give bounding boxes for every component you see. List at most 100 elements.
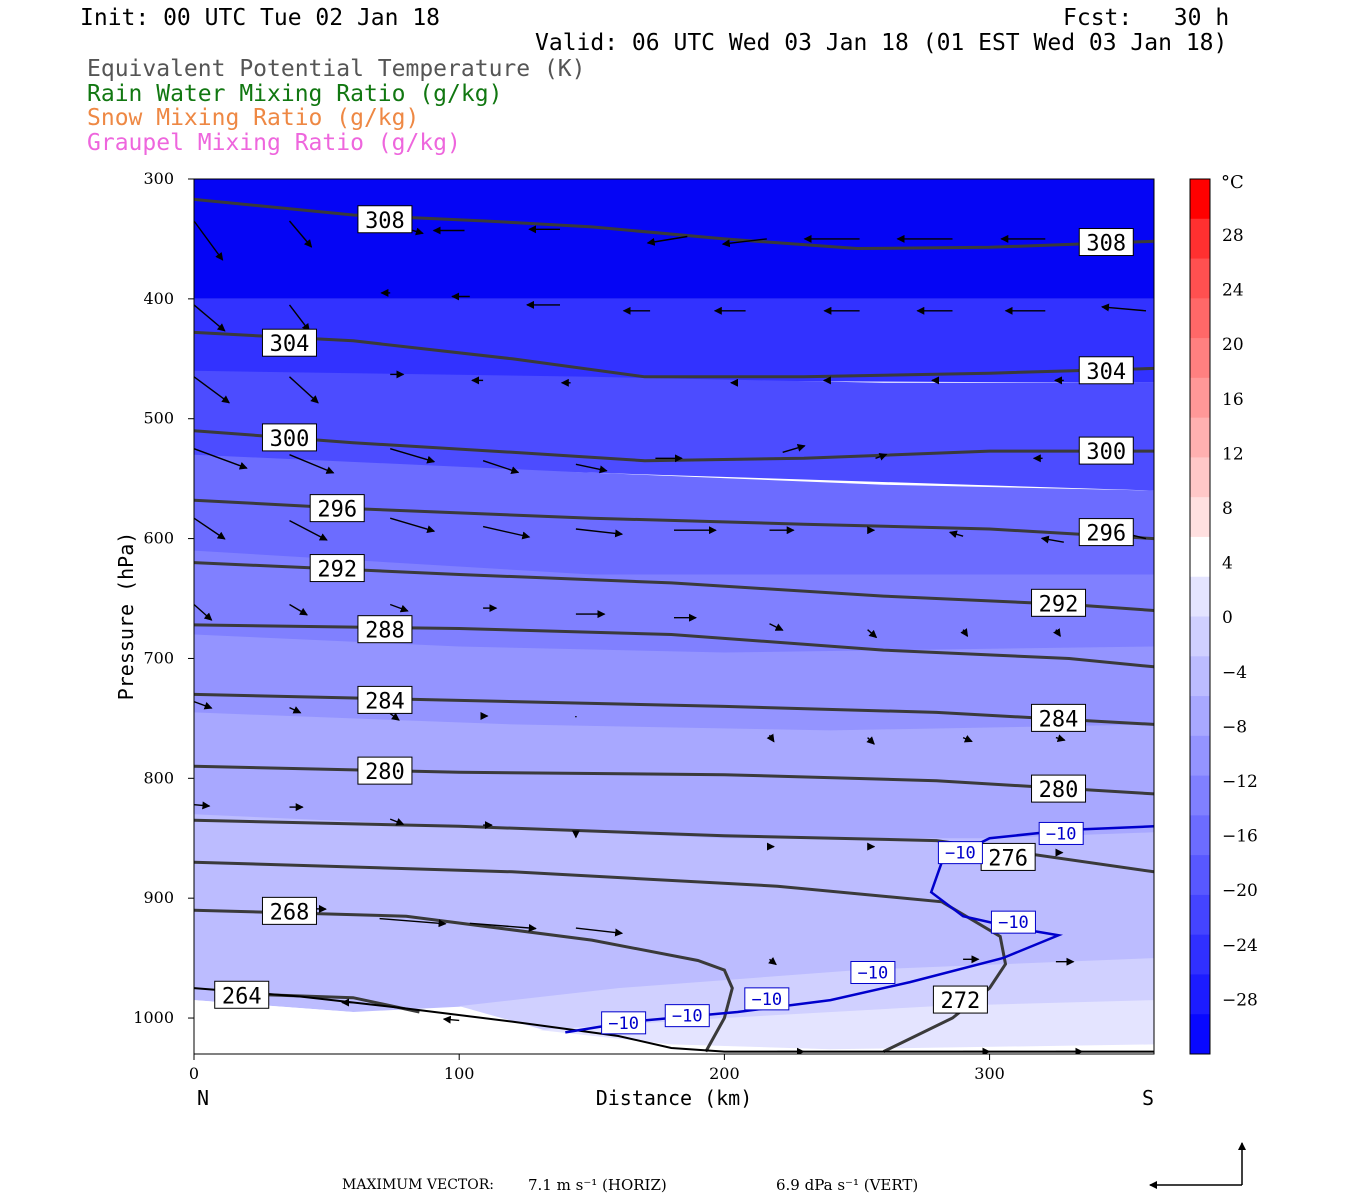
- forecast-hour: Fcst: 30 h: [1063, 5, 1230, 31]
- colorbar-tick-label: 0: [1222, 608, 1233, 628]
- isotherm-label-box: [990, 910, 1036, 934]
- colorbar-swatch: [1190, 775, 1210, 816]
- theta-e-contour: [194, 429, 1154, 463]
- temperature-band: [194, 1000, 1154, 1054]
- y-tick-label: 900: [143, 888, 174, 907]
- wind-vector: [389, 603, 409, 613]
- isotherm-label-box: [664, 1004, 710, 1028]
- isotherm-label-box: [601, 1011, 647, 1035]
- max-vector-vert: 6.9 dPa s⁻¹ (VERT): [776, 1176, 919, 1194]
- colorbar-tick-label: 12: [1222, 444, 1244, 464]
- wind-vector: [194, 517, 226, 540]
- colorbar-tick-label: −24: [1222, 936, 1258, 956]
- colorbar-unit: °C: [1221, 172, 1244, 193]
- legend-theta-e: Equivalent Potential Temperature (K): [87, 56, 586, 82]
- isotherm-label: −10: [945, 844, 976, 864]
- colorbar-tick-label: 16: [1222, 390, 1244, 410]
- theta-e-label: 292: [317, 558, 357, 583]
- wind-vector: [948, 530, 964, 539]
- colorbar-swatch: [1190, 258, 1210, 299]
- x-end-label-right: S: [1142, 1086, 1154, 1110]
- max-vector-horiz: 7.1 m s⁻¹ (HORIZ): [528, 1176, 667, 1194]
- colorbar-swatch: [1190, 974, 1210, 1015]
- theta-e-label-box: [261, 423, 317, 452]
- theta-e-label-box: [309, 554, 365, 583]
- x-end-label-left: N: [197, 1086, 209, 1110]
- theta-e-label-box: [357, 205, 413, 234]
- valid-time: Valid: 06 UTC Wed 03 Jan 18 (01 EST Wed …: [535, 30, 1228, 56]
- wind-vector: [194, 448, 248, 470]
- wind-vector: [379, 917, 447, 928]
- isotherm-label: −10: [858, 963, 889, 983]
- theta-e-label: 300: [270, 427, 310, 452]
- wind-vector: [194, 603, 213, 621]
- wind-vector: [389, 712, 400, 721]
- colorbar-swatch: [1190, 1014, 1210, 1055]
- theta-e-label: 292: [1039, 592, 1079, 617]
- wind-vector: [194, 304, 226, 332]
- theta-e-label: 308: [1086, 232, 1126, 257]
- colorbar-tick-label: −16: [1222, 827, 1258, 847]
- colorbar-tick-label: −4: [1222, 663, 1247, 683]
- theta-e-label-box: [261, 896, 317, 925]
- theta-e-label-box: [309, 494, 365, 523]
- theta-e-label: 284: [365, 689, 405, 714]
- isotherm-label: −10: [608, 1014, 639, 1034]
- colorbar-tick-label: −20: [1222, 881, 1258, 901]
- colorbar-swatch: [1190, 536, 1210, 578]
- theta-e-label-box: [1078, 518, 1134, 547]
- colorbar-swatch: [1190, 855, 1210, 896]
- y-tick-label: 1000: [133, 1008, 174, 1027]
- y-axis-label: Pressure (hPa): [114, 532, 138, 701]
- wind-vector: [867, 629, 878, 639]
- theta-e-label-box: [1031, 703, 1087, 732]
- colorbar-swatch: [1190, 457, 1210, 498]
- wind-vector: [194, 700, 213, 710]
- terrain-line: [194, 987, 1154, 1053]
- x-tick-label: 300: [974, 1064, 1005, 1083]
- x-tick-label: 0: [189, 1064, 199, 1083]
- temperature-band: [194, 298, 1154, 383]
- init-time: Init: 00 UTC Tue 02 Jan 18: [80, 5, 441, 31]
- colorbar-swatch: [1190, 497, 1210, 538]
- wind-vector: [194, 376, 231, 404]
- theta-e-contour: [194, 623, 1154, 669]
- temperature-band: [194, 454, 1154, 581]
- colorbar-swatch: [1190, 616, 1210, 657]
- wind-vector: [721, 238, 767, 248]
- colorbar-tick-label: −8: [1222, 717, 1247, 737]
- theta-e-label-box: [357, 685, 413, 714]
- legend-rain: Rain Water Mixing Ratio (g/kg): [87, 81, 503, 107]
- colorbar-tick-label: 24: [1222, 281, 1244, 301]
- y-tick-label: 800: [143, 768, 174, 787]
- isotherm-label: −10: [998, 913, 1029, 933]
- y-tick-label: 400: [143, 289, 174, 308]
- theta-e-label: 276: [988, 846, 1028, 871]
- x-axis-label: Distance (km): [596, 1086, 753, 1110]
- colorbar-tick-label: 28: [1222, 226, 1244, 246]
- wind-vector: [960, 628, 969, 638]
- colorbar-swatch: [1190, 576, 1210, 617]
- colorbar-swatch: [1190, 179, 1210, 220]
- theta-e-label: 296: [1086, 522, 1126, 547]
- plot-frame: [193, 178, 1155, 1055]
- isotherm-label: −10: [672, 1007, 703, 1027]
- theta-e-label: 300: [1086, 440, 1126, 465]
- isotherm-label-box: [1038, 821, 1084, 845]
- wind-vector: [289, 376, 319, 404]
- theta-e-label-box: [357, 615, 413, 644]
- theta-e-label-box: [1031, 774, 1087, 803]
- colorbar-swatch: [1190, 338, 1210, 379]
- theta-e-label: 272: [941, 989, 981, 1014]
- theta-e-label-box: [932, 985, 988, 1014]
- theta-e-label-box: [1078, 228, 1134, 257]
- colorbar-tick-label: 8: [1222, 499, 1233, 519]
- wind-vector: [288, 304, 310, 332]
- wind-vector: [390, 517, 436, 534]
- theta-e-label-box: [1031, 588, 1087, 617]
- colorbar-tick-label: −28: [1222, 990, 1258, 1010]
- temperature-band: [538, 1000, 1154, 1054]
- wind-vector: [289, 706, 302, 714]
- isotherm-label-box: [744, 987, 790, 1011]
- legend-snow: Snow Mixing Ratio (g/kg): [87, 105, 420, 131]
